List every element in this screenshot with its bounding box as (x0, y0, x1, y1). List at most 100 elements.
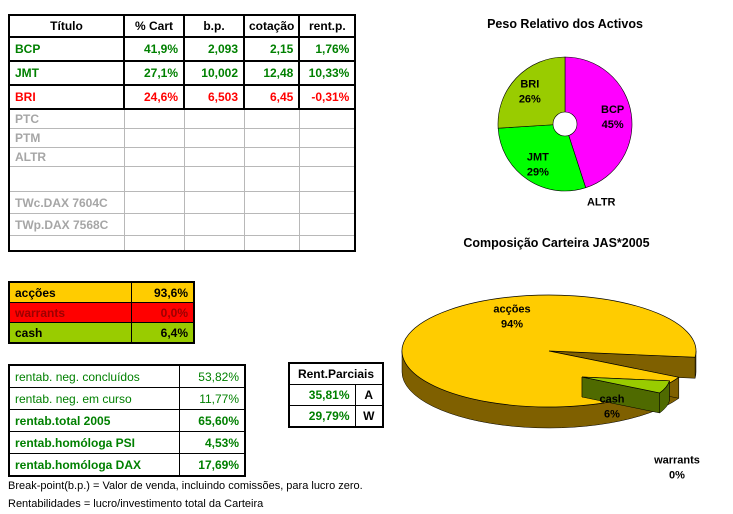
cell-bp[interactable]: 6,503 (183, 84, 245, 110)
table-row: rentab.homóloga DAX 17,69% (8, 453, 246, 477)
cell-cot[interactable]: 6,45 (242, 84, 301, 110)
cell-titulo[interactable]: PTC (8, 108, 125, 129)
cell-cot[interactable] (243, 166, 300, 192)
cell-parcial-value[interactable]: 29,79% (288, 405, 356, 428)
cell-cart[interactable]: 41,9% (123, 36, 185, 62)
cell-cash-value[interactable]: 6,4% (130, 322, 195, 344)
cell-warrants-value[interactable]: 0,0% (130, 302, 195, 323)
table-row: BRI 24,6% 6,503 6,45 -0,31% (8, 84, 357, 110)
cell-bp[interactable] (183, 166, 245, 192)
cell-rent[interactable]: 10,33% (298, 60, 357, 86)
col-header-cotacao[interactable]: cotação (242, 14, 301, 38)
cell-cot[interactable] (243, 147, 300, 167)
cell-cart[interactable] (123, 235, 185, 252)
cell-bp[interactable] (183, 235, 245, 252)
cell-cot[interactable] (243, 108, 300, 129)
cell-warrants-label[interactable]: warrants (8, 302, 132, 323)
cell-bp[interactable]: 2,093 (183, 36, 245, 62)
col-header-rentp[interactable]: rent.p. (298, 14, 357, 38)
cell-rent-value[interactable]: 17,69% (178, 453, 246, 477)
table-row: 35,81% A (288, 384, 384, 406)
cell-rent-value[interactable]: 53,82% (178, 364, 246, 388)
pie-slice-BRI[interactable] (497, 56, 566, 129)
table-row (8, 235, 356, 252)
cell-cot[interactable]: 12,48 (242, 60, 301, 86)
cell-titulo[interactable]: PTM (8, 128, 125, 148)
cell-cart[interactable] (123, 213, 185, 236)
cell-cash-label[interactable]: cash (8, 322, 132, 344)
cell-cart[interactable] (123, 191, 185, 214)
chart-activos: Peso Relativo dos Activos BCP 45% ALTR JMT 2… (400, 14, 730, 235)
cell-titulo[interactable]: TWc.DAX 7604C (8, 191, 125, 214)
cell-accoes-label[interactable]: acções (8, 281, 132, 303)
chart-carteira: Composição Carteira JAS*2005 acções 94% ca… (380, 233, 733, 513)
cell-cot[interactable] (243, 235, 300, 252)
cell-cart[interactable] (123, 128, 185, 148)
pie-slice-BCP[interactable] (564, 56, 633, 189)
table-row: cash 6,4% (8, 322, 195, 344)
cell-bp[interactable] (183, 191, 245, 214)
cell-rent[interactable] (298, 235, 356, 252)
cell-parcial-value[interactable]: 35,81% (288, 384, 356, 406)
chart-activos-title: Peso Relativo dos Activos (487, 17, 643, 31)
cell-rent[interactable] (298, 147, 356, 167)
cell-titulo[interactable]: ALTR (8, 147, 125, 167)
cell-rent[interactable] (298, 213, 356, 236)
chart-label: 0% (669, 470, 685, 482)
chart-label: 94% (501, 319, 523, 331)
cell-cot[interactable] (243, 213, 300, 236)
cell-parcial-tag[interactable]: W (354, 405, 384, 428)
portfolio-table: Título % Cart b.p. cotação rent.p. BCP 4… (8, 14, 357, 252)
col-header-bp[interactable]: b.p. (183, 14, 245, 38)
cell-titulo[interactable] (8, 235, 125, 252)
cell-rent-label[interactable]: rentab. neg. concluídos (8, 364, 180, 388)
cell-bp[interactable]: 10,002 (183, 60, 245, 86)
cell-rent[interactable] (298, 128, 356, 148)
cell-cot[interactable]: 2,15 (242, 36, 301, 62)
table-row: Rent.Parciais (288, 362, 384, 385)
cell-rent[interactable]: -0,31% (298, 84, 357, 110)
table-row: rentab. neg. concluídos 53,82% (8, 364, 246, 388)
cell-cart[interactable] (123, 147, 185, 167)
cell-bp[interactable] (183, 108, 245, 129)
donut-hole (552, 111, 578, 137)
partial-rents-title[interactable]: Rent.Parciais (288, 362, 384, 385)
cell-rent-label[interactable]: rentab.homóloga DAX (8, 453, 180, 477)
pie-slice-cash[interactable] (581, 376, 670, 394)
cell-bp[interactable] (183, 147, 245, 167)
cell-accoes-value[interactable]: 93,6% (130, 281, 195, 303)
chart-label: BRI (520, 78, 539, 90)
pie-chart-activos[interactable]: BCP 45% ALTR JMT 29% BRI 26% (400, 35, 730, 235)
cell-rent-value[interactable]: 65,60% (178, 409, 246, 432)
cell-titulo[interactable] (8, 166, 125, 192)
cell-cart[interactable] (123, 166, 185, 192)
cell-titulo[interactable]: TWp.DAX 7568C (8, 213, 125, 236)
cell-titulo[interactable]: JMT (8, 60, 125, 86)
cell-cart[interactable]: 24,6% (123, 84, 185, 110)
cell-rent-label[interactable]: rentab. neg. em curso (8, 387, 180, 410)
cell-cot[interactable] (243, 128, 300, 148)
cell-titulo[interactable]: BCP (8, 36, 125, 62)
cell-cart[interactable]: 27,1% (123, 60, 185, 86)
cell-rent[interactable] (298, 191, 356, 214)
cell-rent[interactable]: 1,76% (298, 36, 357, 62)
cell-titulo[interactable]: BRI (8, 84, 125, 110)
allocation-table: acções 93,6% warrants 0,0% cash 6,4% (8, 281, 195, 344)
table-row: rentab.homóloga PSI 4,53% (8, 431, 246, 454)
pie-slice-JMT[interactable] (497, 123, 587, 192)
cell-bp[interactable] (183, 213, 245, 236)
cell-parcial-tag[interactable]: A (354, 384, 384, 406)
pie-chart-carteira[interactable]: acções 94% cash 6% warrants 0% (380, 254, 733, 513)
col-header-titulo[interactable]: Título (8, 14, 125, 38)
cell-cot[interactable] (243, 191, 300, 214)
cell-bp[interactable] (183, 128, 245, 148)
table-row: acções 93,6% (8, 281, 195, 303)
cell-rent-value[interactable]: 4,53% (178, 431, 246, 454)
cell-rent[interactable] (298, 166, 356, 192)
cell-rent-label[interactable]: rentab.homóloga PSI (8, 431, 180, 454)
cell-rent-label[interactable]: rentab.total 2005 (8, 409, 180, 432)
cell-cart[interactable] (123, 108, 185, 129)
cell-rent-value[interactable]: 11,77% (178, 387, 246, 410)
cell-rent[interactable] (298, 108, 356, 129)
col-header-cart[interactable]: % Cart (123, 14, 185, 38)
